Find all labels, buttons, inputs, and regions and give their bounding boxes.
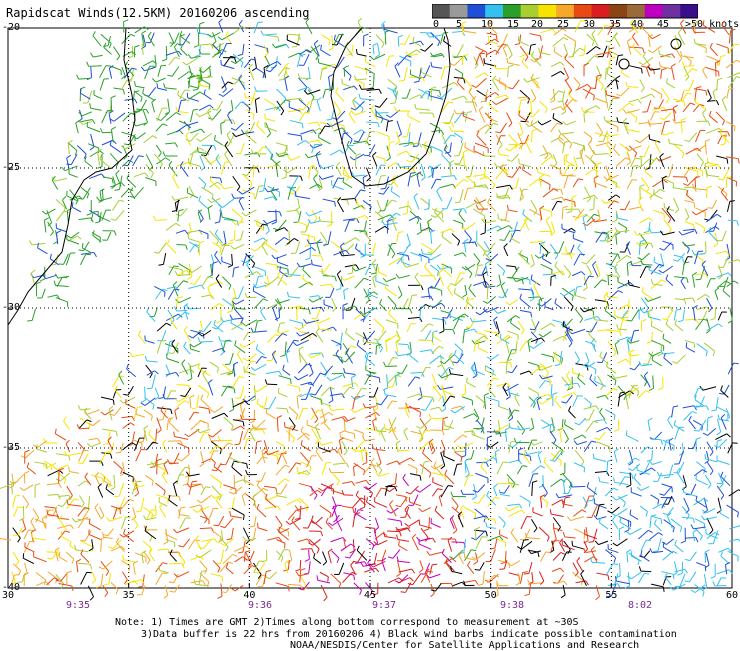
- pass-time-label: 9:38: [500, 600, 524, 611]
- longitude-label: 55: [605, 590, 617, 601]
- longitude-label: 35: [123, 590, 135, 601]
- footer-credit: NOAA/NESDIS/Center for Satellite Applica…: [290, 640, 639, 651]
- latitude-label: -20: [2, 22, 20, 33]
- latitude-label: -30: [2, 302, 20, 313]
- longitude-label: 50: [485, 590, 497, 601]
- pass-time-label: 9:37: [372, 600, 396, 611]
- pass-time-label: 9:36: [248, 600, 272, 611]
- pass-time-label: 8:02: [628, 600, 652, 611]
- latitude-label: -40: [2, 582, 20, 593]
- latitude-label: -25: [2, 162, 20, 173]
- footer-note-2: 3)Data buffer is 22 hrs from 20160206 4)…: [141, 629, 677, 640]
- footer-note-1: Note: 1) Times are GMT 2)Times along bot…: [115, 617, 579, 628]
- pass-time-label: 9:35: [66, 600, 90, 611]
- longitude-label: 60: [726, 590, 738, 601]
- latitude-label: -35: [2, 442, 20, 453]
